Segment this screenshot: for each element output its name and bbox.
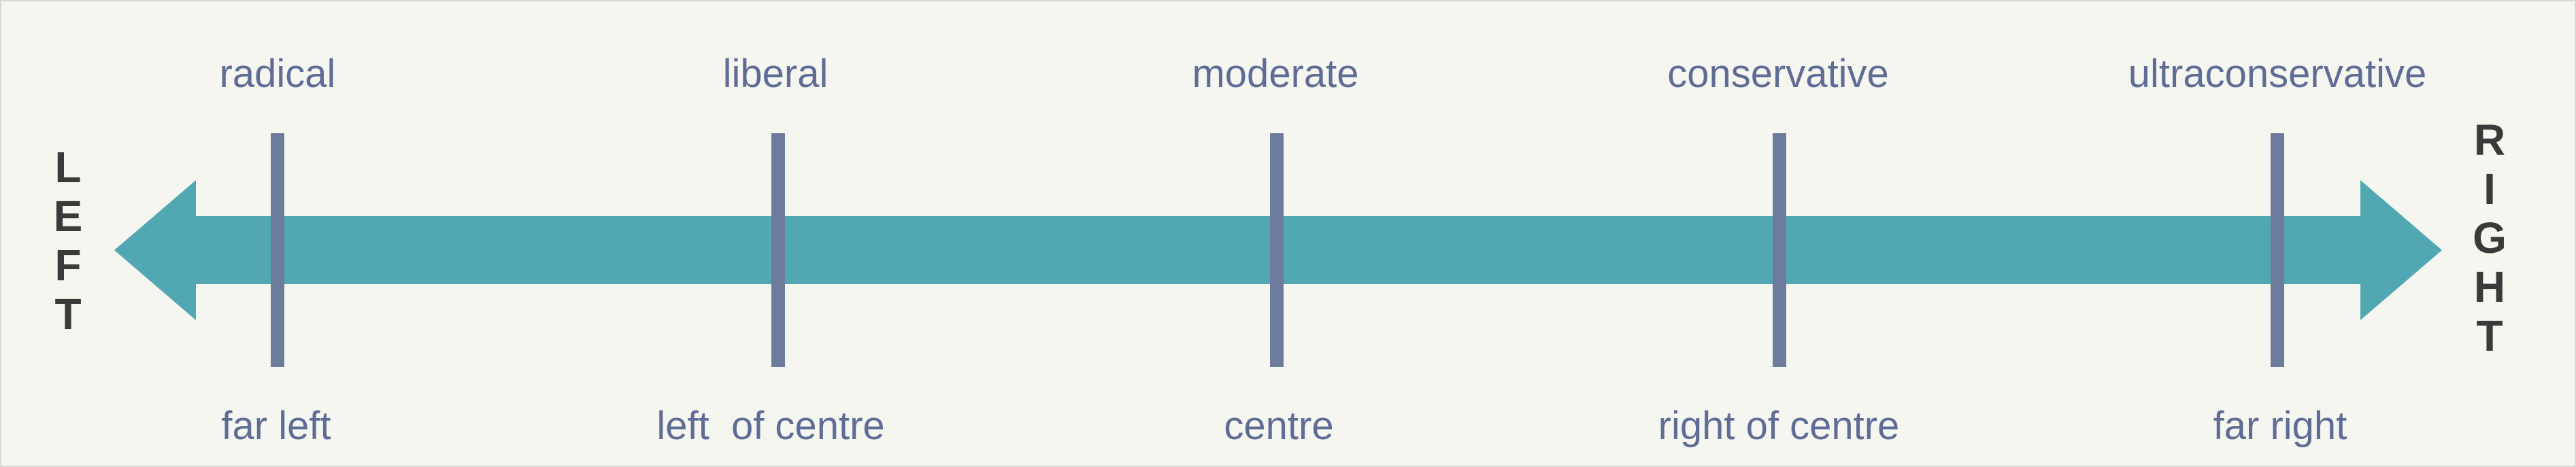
tick-radical [271, 133, 284, 367]
left-side-label: L E F T [48, 143, 88, 339]
left-letter: F [54, 241, 82, 290]
label-conservative: conservative [1667, 52, 1889, 96]
right-letter: T [2476, 311, 2503, 360]
label-moderate: moderate [1192, 52, 1359, 96]
right-letter: I [2483, 165, 2496, 213]
label-left-of-centre: left of centre [656, 404, 885, 448]
right-letter: H [2473, 262, 2506, 311]
tick-conservative [1773, 133, 1786, 367]
label-far-right: far right [2213, 404, 2347, 448]
label-liberal: liberal [722, 52, 829, 96]
right-side-label: R I G H T [2466, 116, 2513, 360]
left-letter: E [53, 192, 83, 241]
label-centre: centre [1224, 404, 1334, 448]
left-letter: T [54, 290, 82, 339]
label-right-of-centre: right of centre [1658, 404, 1900, 448]
label-radical: radical [219, 52, 336, 96]
label-ultraconservative: ultraconservative [2128, 52, 2427, 96]
tick-moderate [1270, 133, 1284, 367]
right-letter: G [2473, 213, 2507, 262]
tick-ultraconservative [2271, 133, 2284, 367]
label-far-left: far left [221, 404, 331, 448]
tick-liberal [771, 133, 785, 367]
left-letter: L [54, 143, 82, 192]
right-letter: R [2473, 116, 2506, 165]
